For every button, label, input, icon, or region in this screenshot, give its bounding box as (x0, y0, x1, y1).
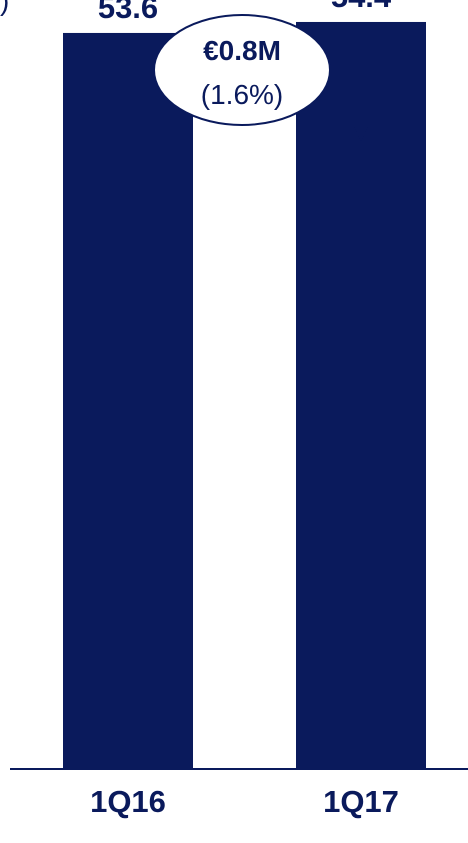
delta-arrowhead-icon (354, 126, 368, 142)
category-label-1q17: 1Q17 (323, 784, 399, 819)
delta-percent-label: (1.6%) (201, 79, 283, 110)
delta-amount-label: €0.8M (203, 35, 281, 66)
delta-ellipse (153, 14, 331, 126)
bar-1q16 (63, 32, 193, 769)
bar-value-label-1q16: 53.6 (98, 0, 158, 25)
bar-value-label-1q17: 54.4 (331, 0, 392, 14)
bar-1q17 (296, 21, 426, 769)
bars-group (63, 21, 426, 769)
delta-connector-line (127, 69, 362, 153)
category-label-1q16: 1Q16 (90, 784, 166, 819)
page-fragment-paren: ) (0, 0, 9, 16)
